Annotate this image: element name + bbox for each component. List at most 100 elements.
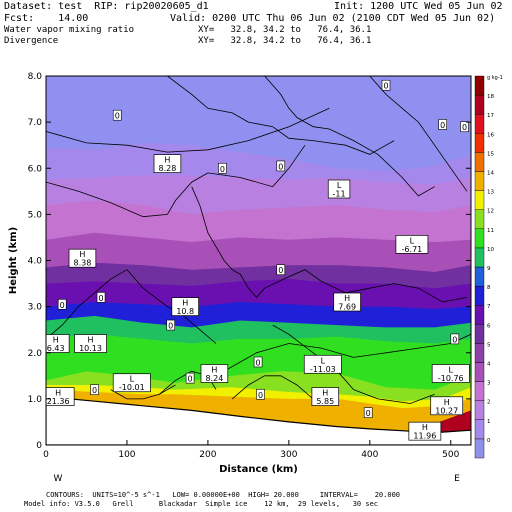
extremum-box [171,297,199,316]
extremum-box [303,354,342,374]
colorbar-swatch [474,305,485,325]
extremum-value: 11.96 [413,432,436,441]
y-tick-label: 5.0 [28,210,43,220]
x-endpoint-left: W [54,474,63,484]
zero-label-box [438,119,447,130]
zero-label: 0 [220,165,225,174]
extremum-value: 10.8 [176,307,194,316]
divergence-contour [110,384,176,400]
extremum-box [311,387,340,406]
y-tick-label: 7.0 [28,118,43,128]
zero-label-box [381,79,391,91]
divergence-contour [223,333,471,372]
header-field2: Divergence [4,36,59,46]
zero-label: 0 [278,266,283,275]
colorbar-label: 18 [487,94,494,100]
header-xy2: XY= 32.8, 34.2 to 76.4, 36.1 [198,36,372,46]
divergence-contour [46,269,217,344]
divergence-contour [191,186,468,303]
colorbar-swatch [474,75,485,96]
zero-label-box [363,407,373,419]
colorbar-swatch [474,113,485,134]
zero-label: 0 [188,375,193,384]
y-tick-label: 0 [36,441,42,451]
extremum-box [74,334,107,353]
extremum-value: 7.69 [338,303,356,312]
header-fcst: Fcst: 14.00 [4,13,89,24]
divergence-contour [231,375,314,400]
extremum-value: -10.01 [119,383,145,392]
extremum-kind: H [164,156,170,165]
extremum-kind: H [55,389,61,398]
colorbar-swatch [474,362,485,382]
y-tick-label: 2.0 [28,349,43,359]
x-tick-label: 200 [199,450,216,460]
zero-label-box [450,333,460,345]
extremum-box [395,235,429,254]
header-field1: Water vapor mixing ratio [4,25,135,35]
extremum-box [46,334,70,353]
extremum-kind: H [182,299,188,308]
footer-model-info: Model info: V3.5.0 Grell Blackadar Simpl… [24,500,379,508]
extremum-value: 8.28 [159,164,177,173]
extremum-value: 10.13 [79,344,102,353]
colorbar-label: 1 [487,419,491,425]
zero-label-box [256,388,265,400]
extremum-kind: L [130,375,135,384]
zero-label-box [112,109,122,121]
y-tick-label: 8.0 [28,72,43,82]
x-tick-label: 400 [361,450,378,460]
extremum-box [408,421,442,441]
extremum-value: 8.38 [74,259,92,268]
extremum-box [333,292,361,312]
divergence-contour [46,144,306,218]
extremum-box [431,364,470,383]
x-endpoint-right: E [454,474,460,484]
extremum-value: 5.85 [316,397,334,406]
colorbar-swatch [474,266,485,287]
y-tick-label: 4.0 [28,257,43,267]
colorbar-swatch [474,324,485,344]
colorbar-label: 16 [487,132,494,138]
colorbar-label: 13 [487,190,494,196]
y-tick-label: 6.0 [28,164,43,174]
y-axis-title: Height (km) [8,227,19,294]
extremum-kind: H [53,336,59,345]
colorbar-swatch [474,285,485,306]
extremum-kind: H [211,366,217,375]
x-axis-title: Distance (km) [219,464,298,475]
colorbar-label: 5 [487,342,491,348]
extremum-box [327,179,351,199]
divergence-contour [369,76,468,192]
colorbar-swatch [474,438,485,459]
extremum-kind: L [337,181,342,190]
extremum-box [430,396,464,416]
extremum-value: -11.03 [310,365,336,374]
zero-label-box [253,356,263,368]
extremum-box [112,373,151,393]
header-init: Init: 1200 UTC Wed 05 Jun 02 [334,1,503,12]
extremum-value: 6.43 [47,344,65,353]
colorbar-swatch [474,190,485,210]
colorbar-label: 17 [487,113,494,119]
extremum-kind: H [322,389,328,398]
zero-label: 0 [462,123,467,132]
zero-label: 0 [168,322,173,331]
zero-label-box [90,384,99,395]
zero-label: 0 [258,391,263,400]
colorbar-swatch [474,247,485,268]
extremum-kind: L [321,356,326,365]
colorbar-label: 6 [487,323,491,329]
x-tick-label: 300 [280,450,297,460]
zero-label: 0 [452,335,457,344]
zero-label-box [276,160,286,172]
y-tick-label: 1.0 [28,395,43,405]
zero-label: 0 [383,82,388,91]
zero-label: 0 [115,112,120,121]
plot-area: H8.28L-11L-6.71H8.38H7.69H10.8H6.43H10.1… [46,76,471,445]
zero-label: 0 [92,386,97,395]
extremum-kind: L [449,366,454,375]
header-valid: Valid: 0200 UTC Thu 06 Jun 02 (2100 CDT … [170,13,496,24]
colorbar-label: 0 [487,438,491,444]
extremum-value: -10.76 [438,374,464,383]
